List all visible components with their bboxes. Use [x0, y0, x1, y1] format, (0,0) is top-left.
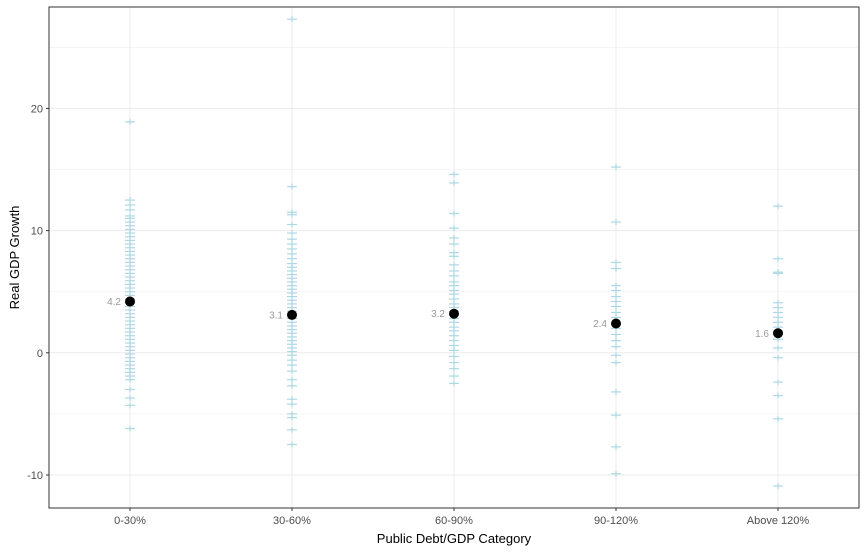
mean-marker — [611, 318, 621, 329]
data-point — [125, 118, 135, 125]
data-point — [449, 171, 459, 178]
x-axis-title: Public Debt/GDP Category — [377, 531, 532, 546]
data-point — [287, 426, 297, 433]
mean-marker — [125, 296, 135, 307]
y-tick-label: 10 — [31, 226, 43, 238]
mean-marker — [449, 308, 459, 319]
data-point — [611, 331, 621, 338]
data-point — [287, 16, 297, 23]
data-point — [449, 353, 459, 360]
data-point — [611, 287, 621, 294]
mean-marker — [287, 309, 297, 320]
data-point — [287, 362, 297, 369]
data-point — [125, 395, 135, 402]
data-point — [449, 225, 459, 232]
data-point — [449, 253, 459, 260]
axes: -10 0 10 20 0-30% 30-60% 60-90% 90-120% Above 12… — [27, 103, 809, 527]
y-axis-title: Real GDP Growth — [7, 206, 22, 310]
data-point — [449, 359, 459, 366]
x-tick-label: 90-120% — [594, 515, 638, 527]
data-point — [287, 230, 297, 237]
data-point — [125, 402, 135, 409]
data-point — [449, 241, 459, 248]
x-tick-label: 60-90% — [435, 515, 473, 527]
data-point — [287, 221, 297, 228]
data-point — [611, 219, 621, 226]
data-point — [125, 376, 135, 383]
data-point — [773, 415, 783, 422]
data-point — [611, 164, 621, 171]
data-point — [773, 203, 783, 210]
y-tick-label: -10 — [27, 470, 43, 482]
data-point — [125, 386, 135, 393]
data-point — [449, 272, 459, 279]
data-point — [773, 483, 783, 490]
data-point — [125, 206, 135, 213]
data-point — [287, 183, 297, 190]
data-point — [611, 352, 621, 359]
mean-marker — [773, 328, 783, 339]
data-point — [449, 261, 459, 268]
data-point — [773, 354, 783, 361]
data-point — [611, 470, 621, 477]
data-point — [449, 373, 459, 380]
data-point — [773, 270, 783, 277]
data-point — [287, 441, 297, 448]
data-point — [449, 365, 459, 372]
data-point — [611, 443, 621, 450]
data-point — [449, 347, 459, 354]
mean-label: 1.6 — [755, 329, 769, 340]
data-point — [773, 344, 783, 351]
data-point — [449, 210, 459, 217]
data-point — [449, 380, 459, 387]
data-point — [611, 412, 621, 419]
data-point — [773, 392, 783, 399]
data-point — [287, 211, 297, 218]
mean-label: 3.2 — [431, 309, 445, 320]
data-point — [287, 414, 297, 421]
x-tick-label: Above 120% — [747, 515, 810, 527]
mean-label: 3.1 — [269, 310, 283, 321]
data-point — [287, 376, 297, 383]
data-point — [773, 255, 783, 262]
data-point — [773, 379, 783, 386]
y-tick-label: 20 — [31, 103, 43, 115]
mean-label: 2.4 — [593, 319, 607, 330]
data-point — [611, 388, 621, 395]
data-point — [287, 382, 297, 389]
x-tick-label: 30-60% — [273, 515, 311, 527]
data-point — [125, 425, 135, 432]
data-point — [611, 259, 621, 266]
data-point — [287, 401, 297, 408]
data-point — [611, 303, 621, 310]
data-point — [449, 234, 459, 241]
data-point — [611, 337, 621, 344]
data-point — [449, 179, 459, 186]
mean-markers: 4.2 3.1 3.2 2.4 1.6 — [107, 296, 783, 340]
x-tick-label: 0-30% — [114, 515, 146, 527]
data-point — [287, 368, 297, 375]
data-point — [611, 359, 621, 366]
data-point — [611, 343, 621, 350]
mean-label: 4.2 — [107, 297, 121, 308]
data-point — [611, 265, 621, 272]
y-tick-label: 0 — [37, 348, 43, 360]
